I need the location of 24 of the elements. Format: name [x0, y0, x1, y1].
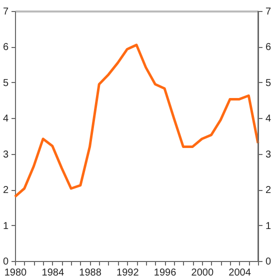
x-tick-label: 2000 [191, 268, 214, 276]
x-tick-label: 2004 [228, 268, 252, 276]
x-tick-label: 1996 [154, 268, 177, 276]
y2-tick-label: 6 [266, 42, 272, 54]
x-tick-label: 1984 [42, 268, 64, 276]
y-tick-label: 7 [2, 6, 9, 18]
line-series [14, 44, 260, 198]
y-tick-label: 5 [2, 78, 9, 89]
y2-tick-label: 2 [266, 185, 272, 196]
y-tick-label: 0 [2, 256, 9, 268]
y-tick-label: 1 [2, 220, 9, 232]
y-tick-label: 4 [2, 114, 9, 125]
y-tick-label: 2 [2, 185, 9, 196]
y2-tick-label: 7 [266, 6, 272, 18]
x-tick-label: 1980 [4, 268, 28, 276]
y2-tick-label: 0 [266, 256, 272, 268]
x-tick-label: 1992 [116, 268, 140, 276]
y2-tick-label: 1 [266, 220, 272, 232]
y2-tick-label: 5 [266, 78, 272, 89]
x-tick-label: 1988 [79, 268, 102, 276]
y2-tick-label: 4 [266, 114, 272, 125]
y-tick-label: 6 [2, 42, 9, 54]
y-tick-label: 3 [2, 149, 9, 160]
y2-tick-label: 3 [266, 149, 272, 160]
